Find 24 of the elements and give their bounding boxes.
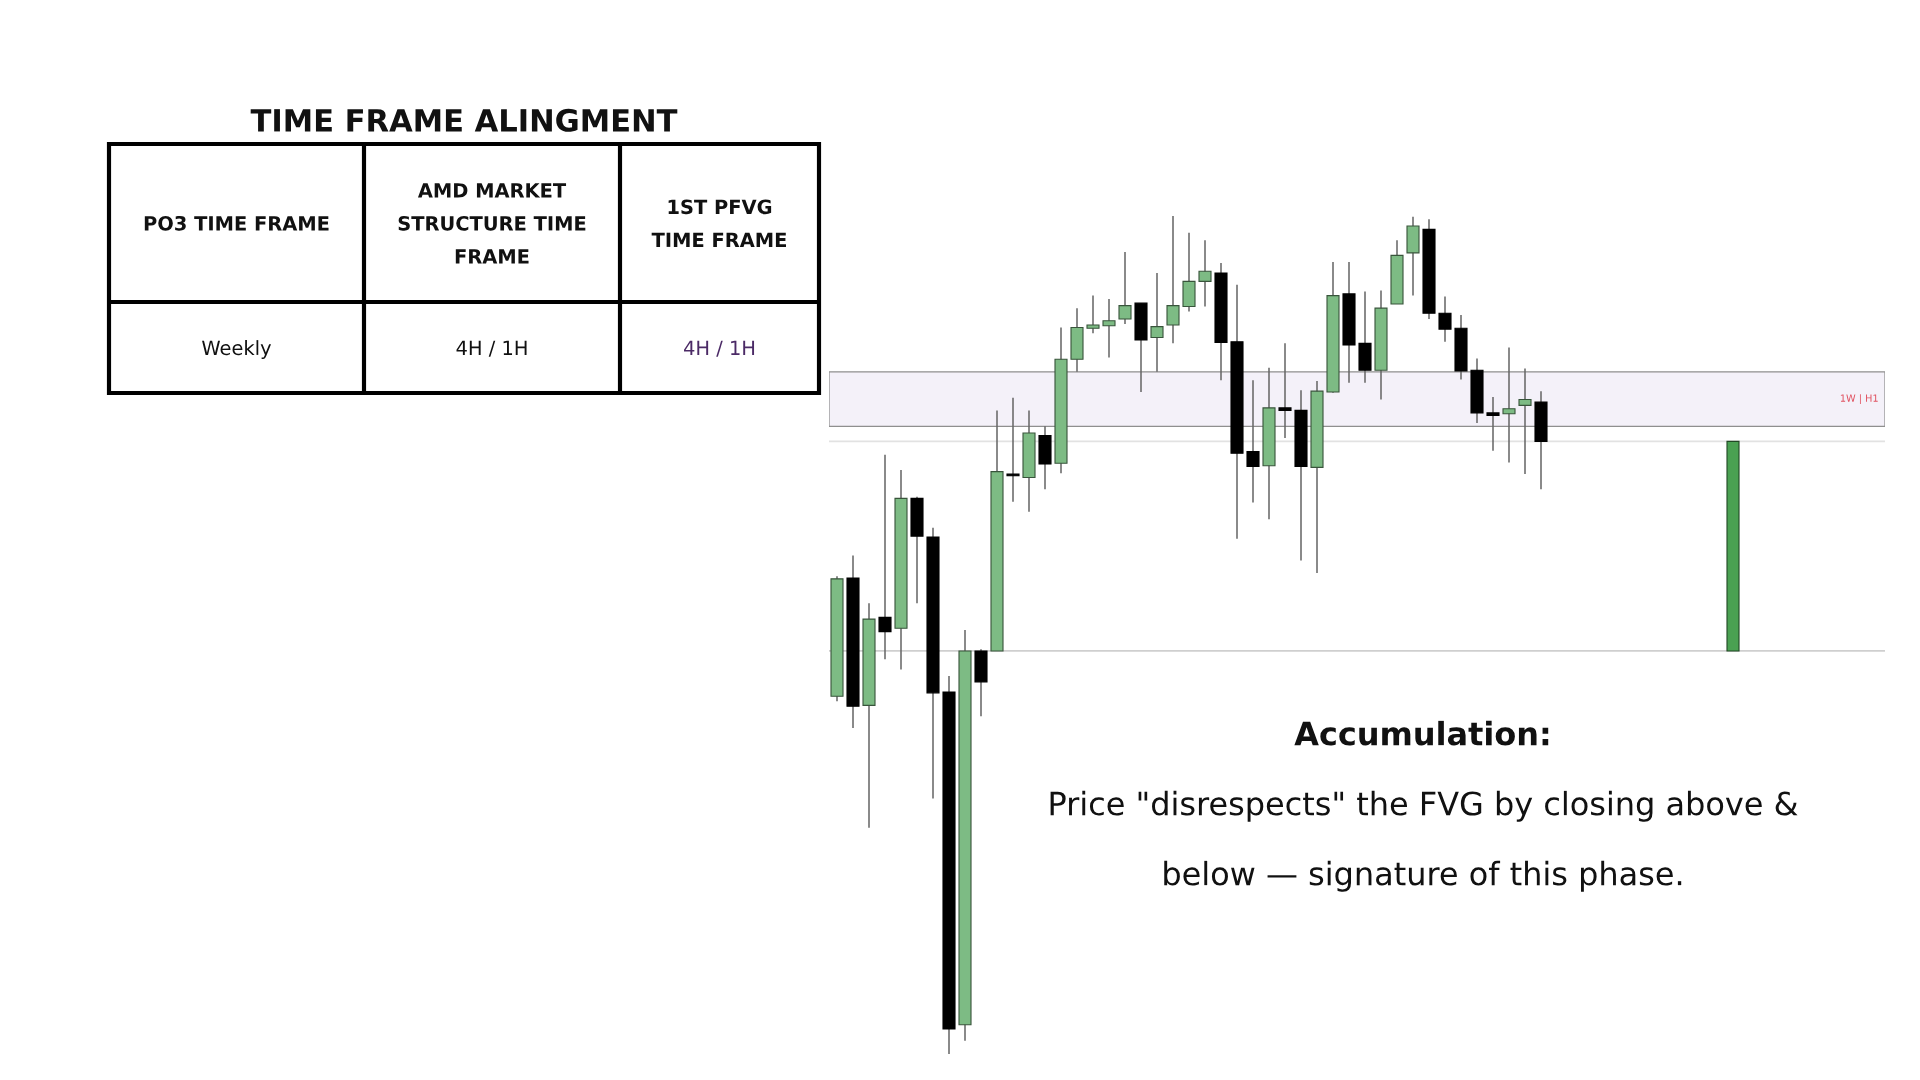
candlestick (1278, 342, 1292, 439)
category-label: AMD MARKET STRUCTURE TIME FRAME (398, 183, 586, 264)
candlestick (1518, 367, 1532, 475)
candlestick (1118, 251, 1132, 325)
candlestick (1198, 239, 1212, 308)
category-label: 1ST PFVG TIME FRAME (651, 199, 786, 247)
candlestick (1166, 215, 1180, 345)
candlestick (1438, 295, 1452, 343)
text: 4H / 1H (456, 340, 527, 357)
candlestick (1102, 298, 1116, 359)
text: 4H / 1H (684, 340, 755, 357)
text: Weekly (202, 340, 272, 359)
candlestick (1006, 397, 1020, 503)
candlestick (1246, 379, 1260, 504)
candlestick (1486, 396, 1500, 452)
text: Price "disrespects" the FVG by closing above & below — signature of this phase. (1050, 790, 1798, 892)
candlestick (1086, 294, 1100, 335)
candlestick (1150, 272, 1164, 373)
text: TIME FRAME ALINGMENT (250, 108, 678, 132)
candlestick (878, 454, 892, 661)
annotation: Accumulation: (1294, 720, 1549, 746)
category-label: PO3 TIME FRAME (144, 215, 329, 231)
band-label: 1W | H1 (1840, 394, 1878, 404)
candlestick (1502, 346, 1516, 464)
